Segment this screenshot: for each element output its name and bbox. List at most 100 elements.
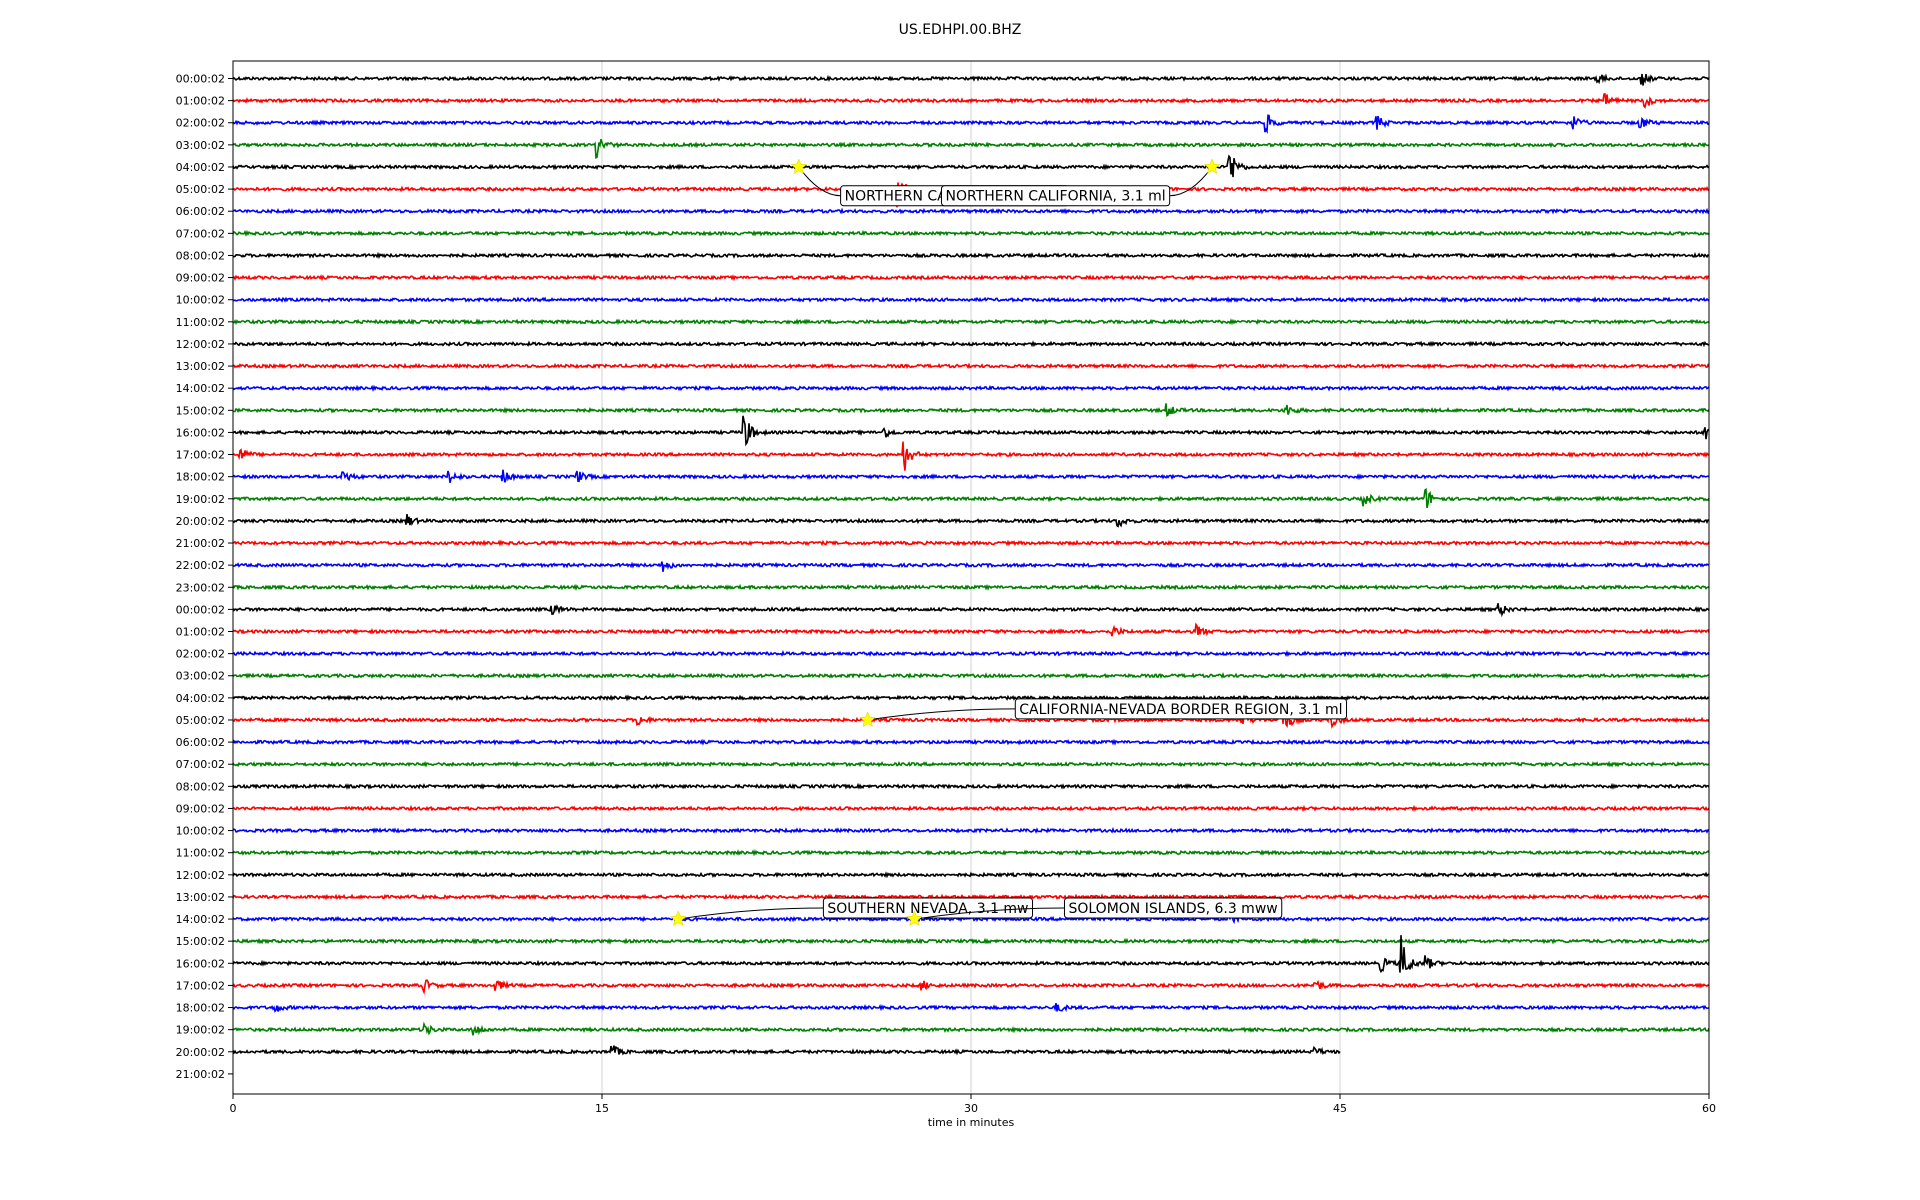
y-tick-label: 09:00:02: [176, 272, 225, 285]
y-tick-label: 22:00:02: [176, 559, 225, 572]
y-tick-label: 21:00:02: [176, 1068, 225, 1081]
y-tick-label: 14:00:02: [176, 913, 225, 926]
event-label: NORTHERN CALIFORNIA, 3.1 ml: [945, 189, 1165, 205]
y-tick-label: 15:00:02: [176, 404, 225, 417]
event-star-icon: [906, 910, 923, 927]
y-tick-label: 19:00:02: [176, 493, 225, 506]
trace-row-36: [232, 871, 1710, 879]
trace-row-12: [232, 340, 1710, 348]
event-label: SOLOMON ISLANDS, 6.3 mww: [1068, 901, 1277, 917]
y-tick-label: 03:00:02: [176, 139, 225, 152]
y-tick-label: 13:00:02: [176, 891, 225, 904]
event-connector: [1169, 166, 1213, 197]
y-tick-label: 06:00:02: [176, 205, 225, 218]
y-tick-label: 01:00:02: [176, 626, 225, 639]
trace-row-6: [232, 207, 1710, 215]
grid-lines: [601, 61, 1341, 1094]
y-tick-label: 23:00:02: [176, 581, 225, 594]
y-tick-label: 08:00:02: [176, 249, 225, 262]
trace-row-13: [232, 362, 1710, 370]
y-tick-label: 15:00:02: [176, 935, 225, 948]
y-tick-label: 00:00:02: [176, 603, 225, 616]
y-tick-label: 10:00:02: [176, 825, 225, 838]
y-tick-label: 05:00:02: [176, 714, 225, 727]
y-tick-label: 12:00:02: [176, 338, 225, 351]
trace-row-35: [232, 849, 1710, 857]
x-tick-label: 30: [964, 1102, 978, 1115]
event-connector: [798, 166, 841, 197]
y-tick-label: 06:00:02: [176, 736, 225, 749]
trace-row-30: [232, 738, 1710, 746]
trace-row-14: [232, 384, 1710, 392]
trace-row-27: [232, 671, 1710, 680]
event-connector: [914, 907, 1065, 920]
trace-row-29: [232, 705, 1710, 729]
trace-row-22: [232, 561, 1710, 572]
trace-row-10: [232, 296, 1710, 304]
event-label-box: [940, 185, 1171, 207]
trace-row-0: [232, 73, 1710, 86]
trace-row-24: [232, 603, 1710, 618]
y-tick-label: 16:00:02: [176, 426, 225, 439]
x-tick-label: 0: [230, 1102, 237, 1115]
event-label: SOUTHERN NEVADA, 3.1 mw: [827, 901, 1028, 917]
trace-row-42: [232, 1002, 1710, 1013]
event-connector: [867, 708, 1016, 721]
y-tick-label: 14:00:02: [176, 382, 225, 395]
y-tick-label: 03:00:02: [176, 670, 225, 683]
trace-row-19: [232, 487, 1710, 509]
trace-row-33: [232, 804, 1710, 813]
trace-row-20: [232, 514, 1709, 528]
x-tick-label: 15: [595, 1102, 609, 1115]
y-tick-label: 08:00:02: [176, 780, 225, 793]
y-tick-label: 07:00:02: [176, 758, 225, 771]
y-tick-label: 04:00:02: [176, 692, 225, 705]
y-tick-label: 12:00:02: [176, 869, 225, 882]
trace-row-26: [232, 649, 1710, 658]
trace-row-11: [232, 318, 1710, 326]
y-tick-label: 09:00:02: [176, 802, 225, 815]
event-star-icon: [790, 158, 808, 175]
trace-row-25: [232, 622, 1710, 637]
y-tick-label: 07:00:02: [176, 227, 225, 240]
y-tick-label: 05:00:02: [176, 183, 225, 196]
y-tick-label: 17:00:02: [176, 449, 225, 462]
event-label-box: [822, 897, 1034, 919]
y-axis-ticks: 00:00:02 01:00:02 02:00:02 03:00:02 04:00:02…: [176, 73, 233, 1081]
trace-group: [232, 73, 1710, 1056]
event-star-icon: [859, 711, 876, 728]
trace-row-41: [232, 979, 1710, 995]
y-tick-label: 01:00:02: [176, 95, 225, 108]
trace-row-34: [232, 826, 1710, 835]
y-tick-label: 20:00:02: [176, 515, 225, 528]
trace-row-9: [232, 273, 1709, 282]
y-tick-label: 16:00:02: [176, 957, 225, 970]
x-axis-label: time in minutes: [928, 1116, 1015, 1129]
event-label-box: [1014, 698, 1348, 720]
y-tick-label: 10:00:02: [176, 294, 225, 307]
y-tick-label: 02:00:02: [176, 117, 225, 130]
event-star-icon: [670, 910, 687, 927]
y-tick-label: 19:00:02: [176, 1024, 225, 1037]
event-label: CALIFORNIA-NEVADA BORDER REGION, 3.1 ml: [1019, 702, 1342, 718]
x-axis-ticks: 0 15 30 45 60: [230, 1094, 1716, 1115]
trace-row-16: [232, 415, 1710, 447]
trace-row-23: [232, 583, 1710, 592]
trace-row-7: [232, 229, 1710, 238]
y-tick-label: 17:00:02: [176, 979, 225, 992]
trace-row-15: [233, 403, 1710, 418]
y-tick-label: 20:00:02: [176, 1046, 225, 1059]
trace-row-17: [232, 441, 1710, 471]
x-tick-label: 45: [1333, 1102, 1347, 1115]
trace-row-28: [232, 694, 1710, 702]
y-tick-label: 11:00:02: [176, 847, 225, 860]
y-tick-label: 00:00:02: [176, 73, 225, 86]
trace-row-39: [232, 937, 1710, 945]
event-connector: [678, 907, 824, 920]
trace-row-44: [232, 1045, 1341, 1056]
trace-row-2: [232, 114, 1710, 134]
chart-title: US.EDHPI.00.BHZ: [899, 22, 1022, 38]
trace-row-43: [232, 1021, 1710, 1036]
y-tick-label: 18:00:02: [176, 471, 225, 484]
